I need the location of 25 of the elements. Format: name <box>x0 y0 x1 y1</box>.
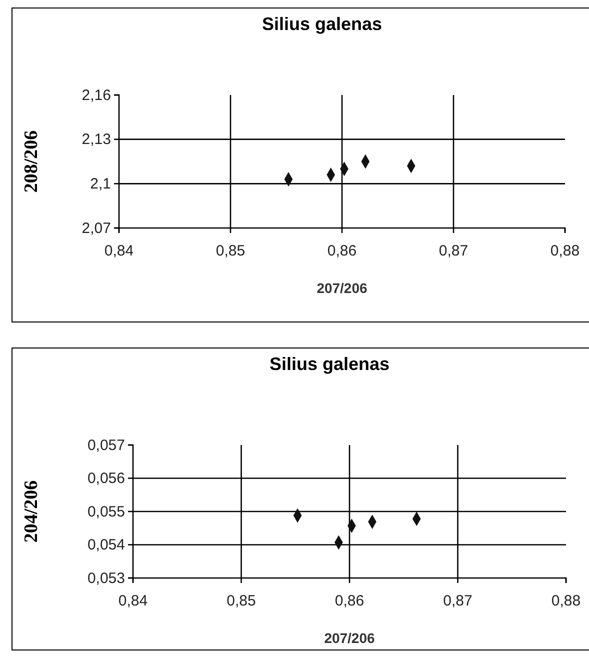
x-tick-label: 0,85 <box>216 242 246 260</box>
y-tick-label: 0,054 <box>87 536 125 554</box>
y-axis-title: 208/206 <box>21 130 42 193</box>
x-tick-label: 0,86 <box>334 592 364 610</box>
chart-title: Silius galenas <box>262 14 382 34</box>
y-tick-label: 0,056 <box>87 470 125 488</box>
x-axis-title: 207/206 <box>324 630 376 646</box>
y-tick-label: 0,055 <box>87 503 125 520</box>
y-tick-label: 0,053 <box>87 570 125 587</box>
chart-title: Silius galenas <box>269 354 390 374</box>
x-tick-label: 0,84 <box>104 242 134 260</box>
x-tick-label: 0,87 <box>443 592 472 610</box>
y-tick-label: 0,057 <box>87 436 125 454</box>
y-tick-label: 2,1 <box>90 175 111 192</box>
x-tick-label: 0,85 <box>226 592 256 610</box>
x-axis-title: 207/206 <box>316 280 368 296</box>
y-axis-title: 204/206 <box>21 480 42 543</box>
y-tick-label: 2,13 <box>82 131 111 148</box>
x-tick-label: 0,88 <box>551 592 581 610</box>
x-tick-label: 0,84 <box>118 592 148 610</box>
x-tick-label: 0,88 <box>550 242 580 260</box>
x-tick-label: 0,87 <box>438 242 468 260</box>
y-tick-label: 2,16 <box>82 86 111 104</box>
x-tick-label: 0,86 <box>327 242 357 260</box>
y-tick-label: 2,07 <box>82 220 111 237</box>
